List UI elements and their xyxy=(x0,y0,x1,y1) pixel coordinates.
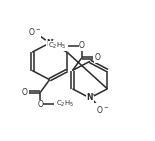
Text: C$_2$H$_5$: C$_2$H$_5$ xyxy=(48,41,66,51)
Text: O: O xyxy=(37,100,43,109)
Text: O: O xyxy=(22,88,28,97)
Text: $^+$: $^+$ xyxy=(50,38,57,43)
Text: O: O xyxy=(94,53,100,62)
Text: O$^-$: O$^-$ xyxy=(96,104,109,115)
Text: $^+$: $^+$ xyxy=(91,93,97,98)
Text: C$_2$H$_5$: C$_2$H$_5$ xyxy=(56,99,74,109)
Text: O$^-$: O$^-$ xyxy=(28,26,41,37)
Text: N: N xyxy=(46,38,53,48)
Text: N: N xyxy=(87,93,93,103)
Text: O: O xyxy=(79,41,85,50)
